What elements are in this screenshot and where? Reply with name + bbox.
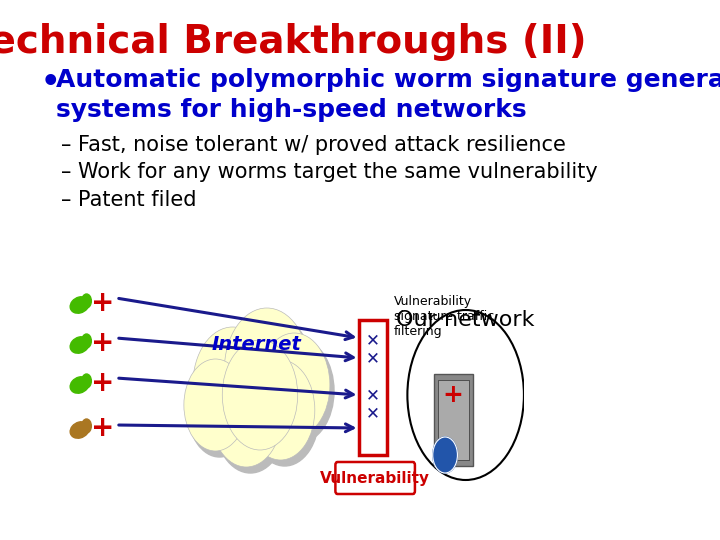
Text: – Patent filed: – Patent filed [61, 190, 197, 210]
Text: Automatic polymorphic worm signature generation: Automatic polymorphic worm signature gen… [56, 68, 720, 92]
Circle shape [197, 333, 276, 449]
Text: •: • [40, 68, 60, 97]
Text: Internet: Internet [212, 335, 302, 354]
Circle shape [408, 310, 524, 480]
Circle shape [215, 369, 286, 473]
Circle shape [184, 359, 247, 451]
Circle shape [82, 294, 91, 308]
Ellipse shape [70, 377, 89, 393]
Circle shape [258, 333, 330, 437]
Circle shape [251, 366, 319, 466]
FancyBboxPatch shape [438, 380, 469, 460]
Circle shape [225, 308, 310, 432]
Circle shape [228, 314, 313, 438]
Circle shape [263, 339, 334, 443]
Text: Vulnerability: Vulnerability [320, 470, 430, 485]
Circle shape [193, 327, 272, 443]
Text: +: + [91, 414, 114, 442]
FancyBboxPatch shape [434, 374, 473, 466]
Text: – Work for any worms target the same vulnerability: – Work for any worms target the same vul… [61, 162, 598, 182]
FancyBboxPatch shape [336, 462, 415, 494]
Text: +: + [91, 369, 114, 397]
Ellipse shape [70, 297, 89, 313]
Text: Technical Breakthroughs (II): Technical Breakthroughs (II) [0, 23, 586, 61]
Text: +: + [91, 329, 114, 357]
Text: Our network: Our network [397, 310, 535, 330]
Ellipse shape [70, 422, 89, 438]
Text: ✕: ✕ [366, 404, 380, 422]
Ellipse shape [70, 337, 89, 353]
Text: ✕: ✕ [366, 349, 380, 367]
Text: ✕: ✕ [366, 331, 380, 349]
Circle shape [226, 346, 302, 456]
Circle shape [82, 374, 91, 388]
Text: Vulnerability
signature traffic
filtering: Vulnerability signature traffic filterin… [394, 295, 494, 338]
Text: +: + [91, 289, 114, 317]
Text: +: + [443, 383, 464, 407]
FancyBboxPatch shape [359, 320, 387, 455]
Text: systems for high-speed networks: systems for high-speed networks [56, 98, 527, 122]
Circle shape [82, 334, 91, 348]
Circle shape [82, 419, 91, 433]
Circle shape [211, 363, 282, 467]
Circle shape [188, 365, 251, 457]
Circle shape [222, 340, 297, 450]
Text: ✕: ✕ [366, 386, 380, 404]
Circle shape [433, 437, 457, 473]
Circle shape [246, 360, 315, 460]
Text: – Fast, noise tolerant w/ proved attack resilience: – Fast, noise tolerant w/ proved attack … [61, 135, 566, 155]
